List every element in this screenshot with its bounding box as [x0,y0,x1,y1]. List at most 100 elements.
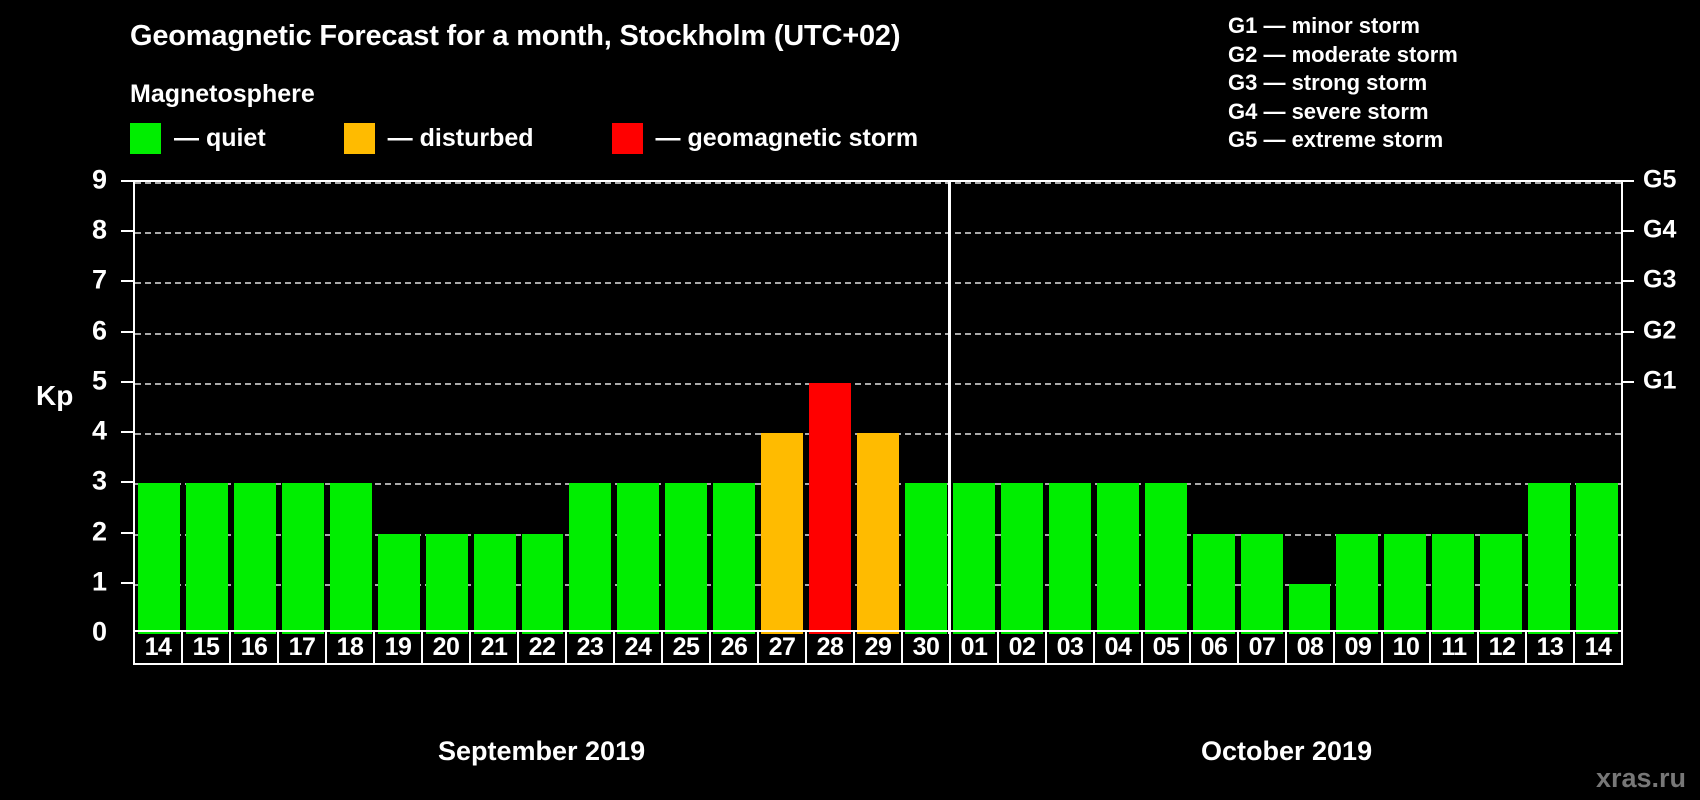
bar-11[interactable] [1432,533,1475,634]
g-scale-legend-row-1: G1 — minor storm [1228,13,1420,38]
gridline-kp-9 [135,182,1621,184]
y-tick-mark-8 [121,230,133,233]
y-tick-label-3: 3 [91,465,107,496]
bar-cell[interactable] [1333,182,1381,634]
bar-09[interactable] [1336,533,1379,634]
bar-cell[interactable] [1477,182,1525,634]
bar-cell[interactable] [614,182,662,634]
bar-cell[interactable] [471,182,519,634]
bar-10[interactable] [1384,533,1427,634]
bar-01[interactable] [952,483,995,634]
bar-17[interactable] [281,483,324,634]
date-label-26: 26 [711,632,759,663]
bar-cell[interactable] [950,182,998,634]
bar-cell[interactable] [758,182,806,634]
bar-cell[interactable] [135,182,183,634]
bar-02[interactable] [1000,483,1043,634]
y-axis: 0 1 2 3 4 5 6 7 8 9 [0,165,133,647]
bar-cell[interactable] [710,182,758,634]
bar-23[interactable] [569,483,612,634]
bar-27[interactable] [761,433,804,634]
date-label-25: 25 [663,632,711,663]
legend-entry-storm: — geomagnetic storm [611,123,919,154]
y-tick-mark-2 [121,531,133,534]
bar-26[interactable] [713,483,756,634]
g-tick-mark-G2 [1623,330,1634,333]
bar-06[interactable] [1192,533,1235,634]
bar-cell[interactable] [662,182,710,634]
bar-22[interactable] [521,533,564,634]
date-label-20: 20 [423,632,471,663]
legend-swatch-storm [611,123,643,154]
date-label-02: 02 [999,632,1047,663]
bar-cell[interactable] [1142,182,1190,634]
bar-30[interactable] [905,483,947,634]
bar-14[interactable] [1576,483,1619,634]
bar-cell[interactable] [423,182,471,634]
bar-13[interactable] [1528,483,1571,634]
bar-07[interactable] [1240,533,1283,634]
bar-cell[interactable] [1573,182,1621,634]
bar-cell[interactable] [1094,182,1142,634]
bar-24[interactable] [617,483,660,634]
legend-entry-disturbed: — disturbed [343,123,534,154]
y-tick-label-6: 6 [91,315,107,346]
bar-03[interactable] [1048,483,1091,634]
date-label-06: 06 [1191,632,1239,663]
bar-08[interactable] [1288,583,1331,634]
bar-14[interactable] [138,483,180,634]
bar-cell[interactable] [902,182,950,634]
g-tick-mark-G4 [1623,230,1634,233]
date-label-18: 18 [327,632,375,663]
date-label-08: 08 [1287,632,1335,663]
date-label-09: 09 [1335,632,1383,663]
bar-cell[interactable] [231,182,279,634]
bar-cell[interactable] [279,182,327,634]
bar-cell[interactable] [183,182,231,634]
g-scale-axis: G1 G2 G3 G4 G5 [1623,166,1700,632]
bar-16[interactable] [233,483,276,634]
bar-20[interactable] [425,533,468,634]
bar-21[interactable] [473,533,516,634]
legend-label-storm: — geomagnetic storm [655,124,919,152]
date-label-28: 28 [807,632,855,663]
bar-19[interactable] [377,533,420,634]
bar-cell[interactable] [1381,182,1429,634]
bar-cell[interactable] [566,182,614,634]
bars-layer [135,182,1621,634]
date-label-01: 01 [951,632,999,663]
bar-28[interactable] [809,382,852,634]
bar-12[interactable] [1480,533,1523,634]
bar-cell[interactable] [998,182,1046,634]
bar-cell[interactable] [1525,182,1573,634]
date-label-11: 11 [1431,632,1479,663]
bar-cell[interactable] [854,182,902,634]
bar-04[interactable] [1096,483,1139,634]
bar-cell[interactable] [806,182,854,634]
legend-swatch-quiet [130,123,161,154]
month-divider-line [948,182,952,634]
bar-15[interactable] [185,483,228,634]
date-label-16: 16 [231,632,279,663]
bar-05[interactable] [1144,483,1187,634]
bar-cell[interactable] [1046,182,1094,634]
date-label-14: 14 [135,632,183,663]
bar-cell[interactable] [519,182,567,634]
date-label-27: 27 [759,632,807,663]
bar-25[interactable] [665,483,708,634]
bar-cell[interactable] [1238,182,1286,634]
bar-cell[interactable] [1429,182,1477,634]
date-label-23: 23 [567,632,615,663]
bar-18[interactable] [329,483,372,634]
bar-29[interactable] [857,433,899,634]
date-label-03: 03 [1047,632,1095,663]
bar-cell[interactable] [375,182,423,634]
bar-cell[interactable] [1190,182,1238,634]
date-label-17: 17 [279,632,327,663]
date-label-22: 22 [519,632,567,663]
date-label-04: 04 [1095,632,1143,663]
bar-cell[interactable] [327,182,375,634]
plot-frame: 14 15 16 17 18 19 20 21 22 23 24 25 26 27 28 29 30 01 02 03… [133,180,1623,665]
bar-cell[interactable] [1286,182,1334,634]
date-label-12: 12 [1479,632,1527,663]
